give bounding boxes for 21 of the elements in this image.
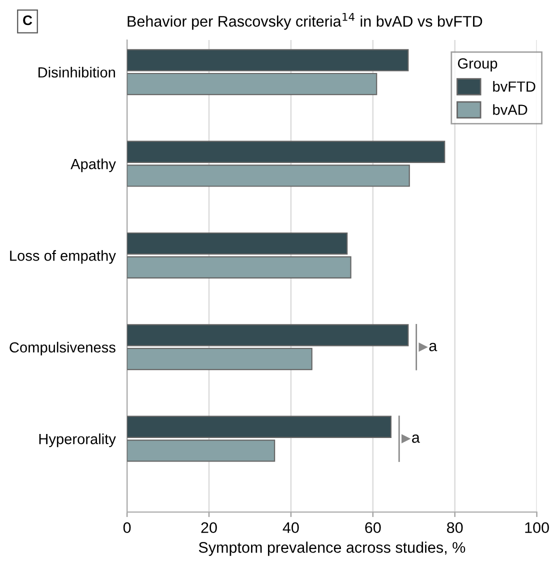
- x-tick-label: 0: [123, 522, 131, 534]
- x-axis-title: Symptom prevalence across studies, %: [198, 542, 466, 556]
- legend-label: bvFTD: [493, 81, 536, 92]
- bar: [127, 256, 352, 278]
- bar: [127, 232, 348, 255]
- chart-title: Behavior per Rascovsky criteria$^{14}$ in bvAD vs bvFTD: [128, 12, 482, 30]
- annotation: a: [429, 342, 438, 352]
- legend-label: bvAD: [493, 104, 528, 115]
- y-tick-label: Loss of empathy: [10, 250, 116, 264]
- x-tick-label: 20: [201, 522, 217, 534]
- y-tick-label: Hyperorality: [39, 433, 116, 448]
- x-tick-label: 40: [282, 522, 299, 534]
- y-tick-label: Apathy: [70, 158, 116, 172]
- x-tick-label: 60: [365, 522, 381, 534]
- annotation: a: [412, 434, 420, 443]
- legend-title: Group: [458, 58, 498, 72]
- text: C: [23, 15, 32, 26]
- x-tick-label: 100: [525, 522, 549, 534]
- y-tick-label: Compulsiveness: [10, 342, 116, 356]
- y-tick-label: Disinhibition: [38, 66, 115, 78]
- x-tick-label: 80: [447, 522, 463, 534]
